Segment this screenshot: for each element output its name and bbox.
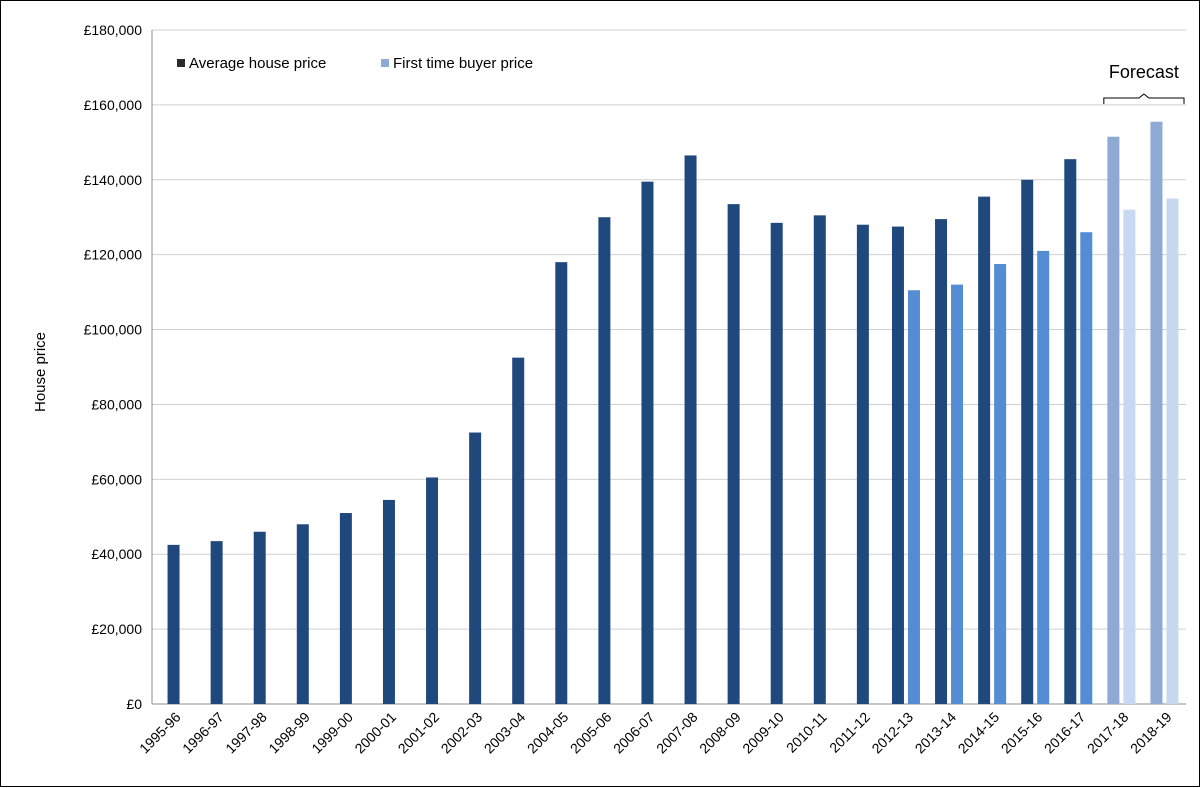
y-axis-label: House price [32, 332, 49, 412]
x-tick-label: 2014-15 [955, 709, 1003, 757]
x-tick-label: 2004-05 [524, 709, 572, 757]
bar-first-time-buyer-price [1080, 232, 1093, 704]
y-tick-label: £40,000 [91, 546, 142, 562]
bar-average-house-price [512, 357, 525, 704]
bar-average-house-price [296, 524, 309, 704]
x-tick-label: 2001-02 [395, 709, 443, 757]
bar-average-house-price [469, 432, 482, 704]
y-tick-label: £0 [126, 696, 142, 712]
bar-average-house-price [1021, 179, 1034, 704]
bar-average-house-price [978, 196, 991, 704]
bar-average-house-price [684, 155, 697, 704]
x-tick-label: 2003-04 [481, 709, 529, 757]
x-tick-label: 1997-98 [222, 709, 270, 757]
y-tick-label: £80,000 [91, 396, 142, 412]
bar-average-house-price [727, 204, 740, 704]
forecast-annotation: Forecast [1109, 62, 1179, 82]
bar-average-house-price [382, 499, 395, 704]
bar-average-house-price [856, 224, 869, 704]
x-tick-label: 2010-11 [783, 709, 830, 756]
x-tick-label: 2018-19 [1127, 709, 1175, 757]
x-tick-label: 2012-13 [868, 709, 916, 757]
x-tick-label: 2011-12 [826, 709, 873, 756]
y-tick-label: £180,000 [84, 22, 143, 38]
bar-average-house-price [935, 219, 948, 704]
bar-average-house-price [210, 541, 223, 704]
bar-average-house-price [555, 262, 568, 704]
bar-first-time-buyer-price [951, 284, 964, 704]
bar-first-time-buyer-price [1166, 198, 1179, 704]
bar-average-house-price [641, 181, 654, 704]
bar-average-house-price [813, 215, 826, 704]
x-tick-label: 1999-00 [308, 709, 356, 757]
x-tick-label: 2017-18 [1084, 709, 1132, 757]
bar-average-house-price [891, 226, 904, 705]
bar-average-house-price [339, 513, 352, 704]
bar-first-time-buyer-price [1123, 209, 1136, 704]
x-tick-label: 2000-01 [351, 709, 399, 757]
bar-first-time-buyer-price [994, 264, 1007, 704]
bar-average-house-price [426, 477, 439, 704]
x-tick-label: 1995-96 [136, 709, 184, 757]
bar-average-house-price [253, 531, 266, 704]
legend-swatch [381, 59, 389, 67]
x-tick-label: 2015-16 [998, 709, 1046, 757]
bar-first-time-buyer-price [1037, 250, 1050, 704]
x-tick-label: 2009-10 [739, 709, 787, 757]
x-tick-label: 2002-03 [438, 709, 486, 757]
y-tick-label: £100,000 [84, 322, 143, 338]
legend-label: First time buyer price [393, 55, 533, 72]
bar-average-house-price [598, 217, 611, 704]
x-tick-label: 2008-09 [696, 709, 744, 757]
bar-average-house-price [770, 222, 783, 705]
x-tick-label: 2013-14 [912, 709, 960, 757]
x-tick-label: 1996-97 [179, 709, 227, 757]
legend-label: Average house price [189, 55, 326, 72]
y-tick-label: £20,000 [91, 621, 142, 637]
y-tick-label: £160,000 [84, 97, 143, 113]
x-tick-label: 2007-08 [653, 709, 701, 757]
y-tick-label: £60,000 [91, 471, 142, 487]
bar-average-house-price [167, 544, 180, 704]
x-tick-label: 1998-99 [265, 709, 313, 757]
bar-average-house-price [1107, 136, 1120, 704]
y-tick-label: £120,000 [84, 247, 143, 263]
legend-swatch [177, 59, 185, 67]
forecast-bracket [1103, 93, 1185, 104]
bar-average-house-price [1150, 121, 1163, 704]
x-tick-label: 2016-17 [1041, 709, 1089, 757]
bar-average-house-price [1064, 159, 1077, 704]
y-tick-label: £140,000 [84, 172, 143, 188]
x-tick-label: 2006-07 [610, 709, 658, 757]
bar-first-time-buyer-price [907, 290, 920, 704]
x-tick-label: 2005-06 [567, 709, 615, 757]
